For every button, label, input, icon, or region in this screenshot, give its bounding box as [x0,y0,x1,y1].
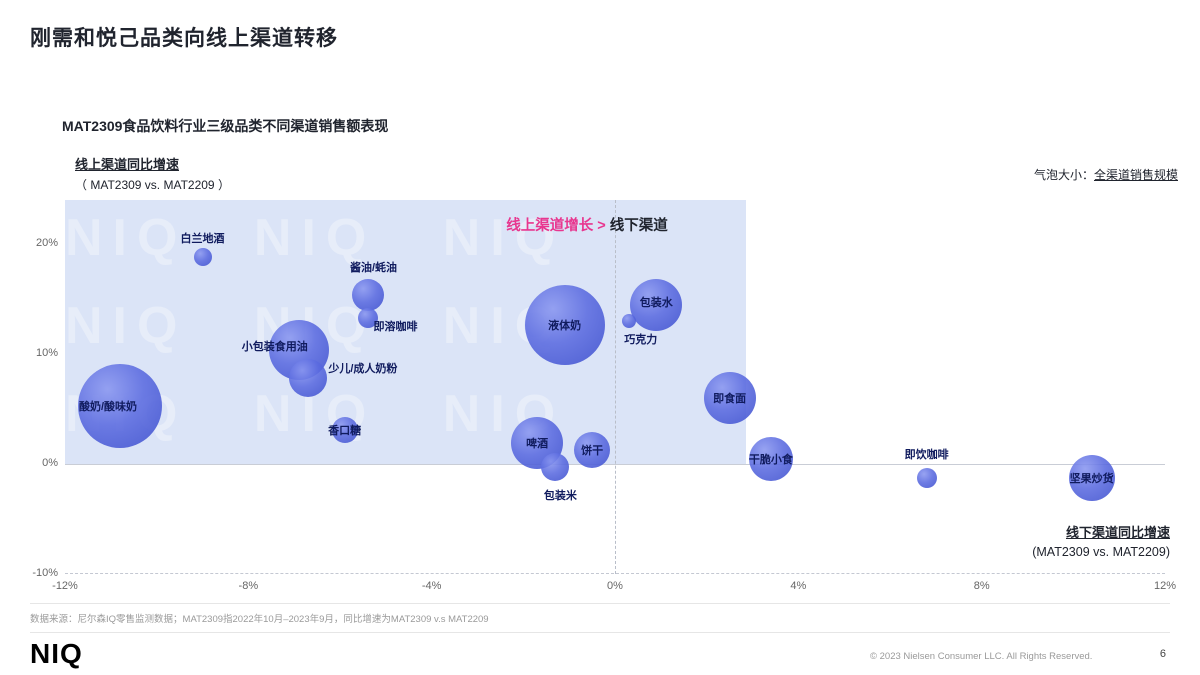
bubble-size-legend-prefix: 气泡大小： [1033,168,1094,182]
niq-logo: NIQ [30,638,83,669]
bubble-巧克力[interactable] [621,314,636,328]
annotation-highlight: 线上渠道增长 > [506,218,606,234]
bubble-干脆小食[interactable] [748,436,793,481]
bubble-label: 酸奶/酸味奶 [78,400,138,413]
bubble-坚果炒货[interactable] [1068,455,1115,502]
y-axis-title: 线上渠道同比增速 [75,157,180,172]
x-tick-label: -4% [421,580,442,592]
copyright-text: © 2023 Nielsen Consumer LLC. All Rights … [870,651,1093,662]
bubble-size-legend: 气泡大小：全渠道销售规模 [1034,166,1178,183]
chart-subtitle: MAT2309食品饮料行业三级品类不同渠道销售额表现 [62,118,389,134]
bubble-label: 即饮咖啡 [904,449,949,462]
chart-plot: NIQ NIQ NIQ NIQ NIQ NIQ NIQ NIQ NIQ NIQ … [65,200,1165,574]
bubble-label: 干脆小食 [748,453,793,466]
bubble-包装米[interactable] [541,453,570,482]
x-tick-label: 12% [1153,580,1177,592]
x-axis-title: 线下渠道同比增速 [1065,525,1170,540]
x-axis-subtitle: (MAT2309 vs. MAT2209) [1032,545,1170,559]
data-source-note: 数据来源：尼尔森IQ零售监测数据；MAT2309指2022年10月–2023年9… [30,614,489,625]
bubble-size-legend-value: 全渠道销售规模 [1093,168,1178,182]
bubble-label: 液体奶 [548,320,582,333]
x-tick-label: 0% [607,580,623,592]
y-axis-subtitle: （ MAT2309 vs. MAT2209 ） [75,178,230,192]
y-tick-label: 0% [42,457,58,469]
bubble-白兰地酒[interactable] [193,248,212,267]
y-axis-ticks: 20% 10% 0% -10% [20,200,58,579]
bubble-即食面[interactable] [703,372,756,424]
bubble-label: 小包装食用油 [241,340,308,353]
x-tick-label: 8% [973,580,990,592]
x-tick-label: -8% [238,580,259,592]
x-axis-ticks: -12% -8% -4% 0% 4% 8% 12% [52,580,1176,596]
bubble-香口糖[interactable] [331,416,358,443]
y-axis-title-block: 线上渠道同比增速 （ MAT2309 vs. MAT2209 ） [75,154,230,193]
bubble-label: 白兰地酒 [180,233,225,246]
bubble-包装水[interactable] [630,278,683,331]
bubble-酱油/蚝油[interactable] [351,278,384,311]
bubble-饼干[interactable] [574,431,611,468]
x-tick-label: -12% [52,580,78,592]
bubble-label: 即食面 [713,393,747,405]
bubble-label: 坚果炒货 [1069,473,1114,486]
x-tick-label: 4% [790,580,807,592]
zero-offline-dashed-line [615,200,616,574]
y-tick-label: -10% [32,567,58,579]
bubble-label: 即溶咖啡 [373,320,418,333]
bubble-label: 少儿/成人奶粉 [328,363,398,376]
bubble-label: 包装米 [543,490,577,503]
annotation-rest: 线下渠道 [605,218,668,234]
y-tick-label: 10% [35,347,58,359]
bubble-label: 香口糖 [328,424,362,437]
bubble-label: 饼干 [581,444,604,457]
y-tick-label: 20% [35,237,58,249]
bubble-即饮咖啡[interactable] [916,468,937,489]
page-number: 6 [1159,648,1166,660]
bubble-酸奶/酸味奶[interactable] [78,363,162,448]
bubble-即溶咖啡[interactable] [357,307,378,328]
bubble-液体奶[interactable] [524,285,605,366]
bubble-label: 啤酒 [526,438,549,451]
footer-divider-bottom [30,632,1170,633]
footer-divider-top [30,603,1170,604]
page-title: 刚需和悦己品类向线上渠道转移 [30,27,338,50]
x-axis-title-block: 线下渠道同比增速 (MAT2309 vs. MAT2209) [1032,522,1170,559]
region-annotation: 线上渠道增长 > 线下渠道 [447,214,727,235]
bubble-少儿/成人奶粉[interactable] [288,359,327,398]
bubble-label: 酱油/蚝油 [349,261,398,274]
bubble-label: 包装水 [639,296,673,309]
bubble-label: 巧克力 [624,334,658,346]
